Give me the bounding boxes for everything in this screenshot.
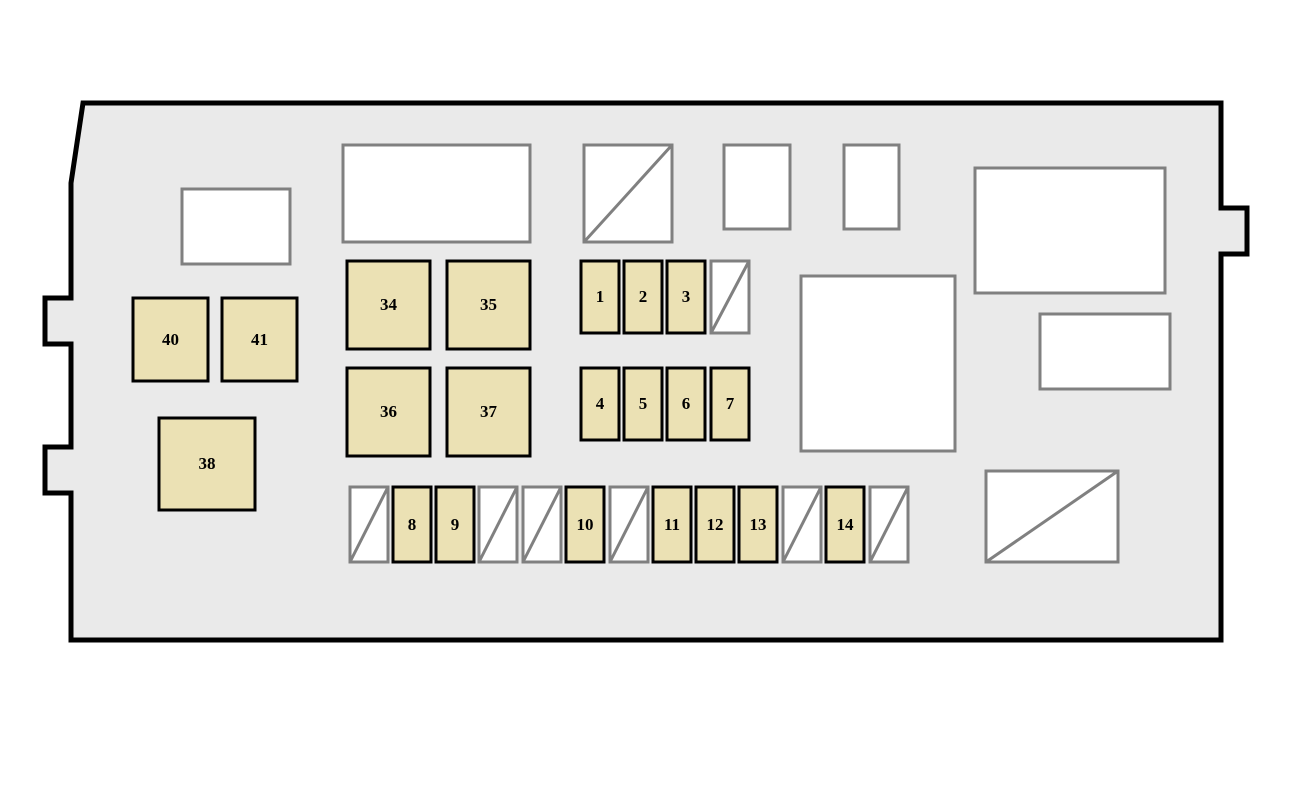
fuse-slot-label: 5 bbox=[624, 368, 662, 440]
fuse-slot-label: 35 bbox=[447, 261, 530, 349]
fuse-slot-label: 38 bbox=[159, 418, 255, 510]
fuse-slot-label: 10 bbox=[566, 487, 604, 562]
fuse-slot-label: 3 bbox=[667, 261, 705, 333]
fuse-slot-label: 36 bbox=[347, 368, 430, 456]
fuse-slot-label: 6 bbox=[667, 368, 705, 440]
fuse-slot-label: 4 bbox=[581, 368, 619, 440]
fuse-slot-label: 14 bbox=[826, 487, 864, 562]
fuse-slot-label: 37 bbox=[447, 368, 530, 456]
fuse-slot-label: 13 bbox=[739, 487, 777, 562]
fuse-slot-label: 7 bbox=[711, 368, 749, 440]
fuse-slot-label: 40 bbox=[133, 298, 208, 381]
fuse-slot-label: 8 bbox=[393, 487, 431, 562]
fuse-slot-label: 11 bbox=[653, 487, 691, 562]
fuse-slot-label: 1 bbox=[581, 261, 619, 333]
fuse-slot-label: 41 bbox=[222, 298, 297, 381]
fuse-slot-label: 12 bbox=[696, 487, 734, 562]
fuse-slot-label: 9 bbox=[436, 487, 474, 562]
fuse-slot-label: 34 bbox=[347, 261, 430, 349]
fuse-slot-label: 2 bbox=[624, 261, 662, 333]
